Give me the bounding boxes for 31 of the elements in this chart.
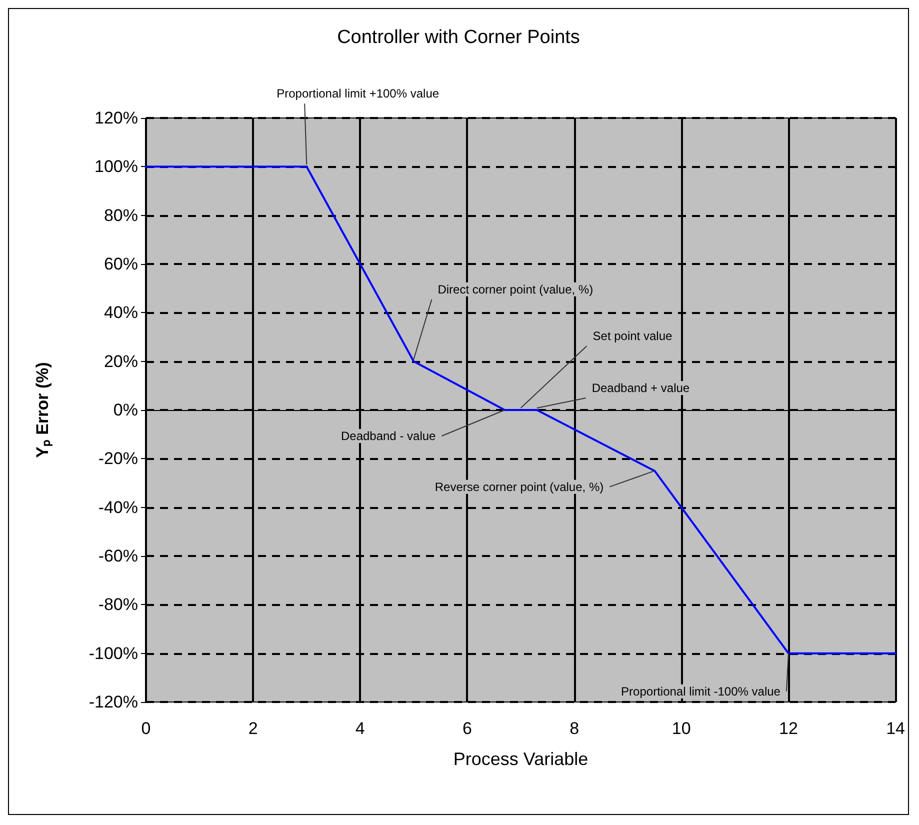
annotation: Deadband - value xyxy=(340,429,436,443)
x-tick-label: 12 xyxy=(779,719,798,738)
annotation: Proportional limit +100% value xyxy=(276,86,440,101)
y-tick-label: -100% xyxy=(88,644,138,663)
annotation: Direct corner point (value, %) xyxy=(438,282,594,296)
y-tick-label: -120% xyxy=(88,692,138,712)
annotation: Deadband + value xyxy=(592,381,690,395)
x-tick-label: 4 xyxy=(355,719,365,738)
y-tick-label: 20% xyxy=(104,352,138,371)
y-tick-label: 60% xyxy=(104,254,138,274)
y-tick-label: -80% xyxy=(98,595,138,614)
chart-title: Controller with Corner Points xyxy=(337,27,580,48)
x-tick-label: 8 xyxy=(570,719,580,738)
annotation: Reverse corner point (value, %) xyxy=(434,480,604,494)
y-tick-label: 80% xyxy=(104,206,138,225)
x-tick-label: 14 xyxy=(886,719,906,738)
y-tick-label: -40% xyxy=(98,498,138,517)
y-tick-label: -20% xyxy=(98,449,138,468)
x-tick-label: 10 xyxy=(672,719,691,738)
y-tick-label: 40% xyxy=(104,303,138,322)
y-axis-title: Yₚ Error (%) xyxy=(33,362,53,458)
y-tick-label: 120% xyxy=(94,108,138,128)
x-tick-label: 2 xyxy=(248,719,258,738)
annotation: Proportional limit -100% value xyxy=(621,684,781,698)
y-tick-label: 0% xyxy=(113,400,138,420)
y-tick-label: 100% xyxy=(94,157,138,176)
x-tick-label: 0 xyxy=(141,719,151,738)
annotation: Set point value xyxy=(592,329,672,343)
y-tick-label: -60% xyxy=(98,546,138,566)
x-tick-label: 6 xyxy=(462,719,472,738)
x-axis-title: Process Variable xyxy=(453,749,588,769)
